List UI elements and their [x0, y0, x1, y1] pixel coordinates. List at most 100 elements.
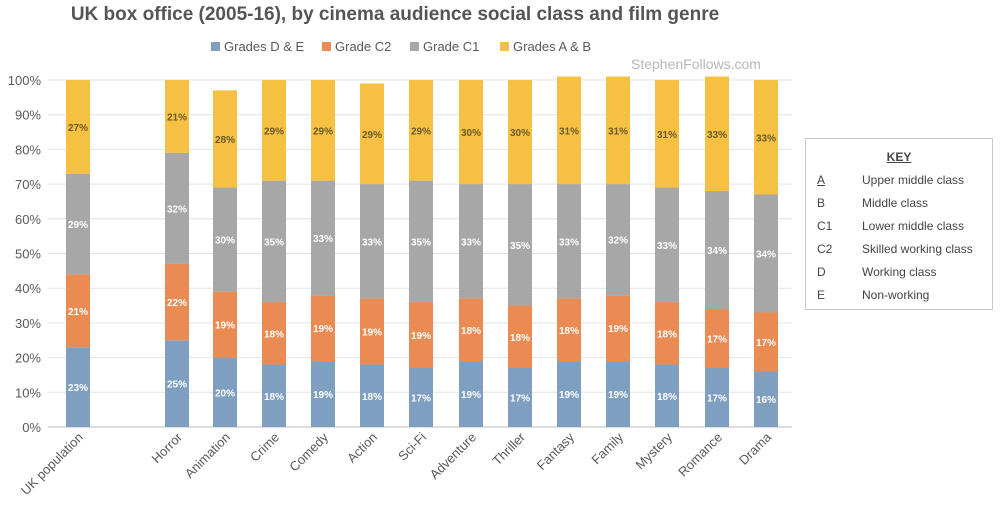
bar-segment [606, 76, 630, 185]
bar-segment [754, 80, 778, 195]
data-label: 35% [510, 241, 530, 252]
x-tick-label: Family [588, 429, 626, 467]
bar-segment [557, 361, 581, 427]
bar-segment [66, 80, 90, 174]
data-label: 35% [411, 237, 431, 248]
data-label: 19% [215, 321, 235, 332]
bar-segment [557, 76, 581, 185]
bar-segment [754, 194, 778, 313]
data-label: 32% [167, 204, 187, 215]
data-label: 17% [707, 335, 727, 346]
x-tick-label: Fantasy [534, 429, 578, 473]
bar-segment [459, 80, 483, 185]
data-label: 33% [313, 234, 333, 245]
x-tick-label: Crime [247, 430, 282, 465]
key-description: Lower middle class [862, 219, 965, 233]
bar-segment [705, 368, 729, 427]
bar-segment [66, 274, 90, 348]
data-label: 23% [68, 383, 88, 394]
data-label: 17% [756, 338, 776, 349]
bar-segment [508, 184, 532, 306]
y-tick-label: 60% [15, 212, 41, 227]
data-label: 29% [68, 220, 88, 231]
data-label: 19% [411, 331, 431, 342]
bar-segment [655, 302, 679, 365]
key-code: E [817, 288, 826, 302]
bar-segment [262, 80, 286, 181]
bar-segment [311, 180, 335, 296]
x-tick-label: Thriller [489, 429, 528, 468]
bar-segment [165, 80, 189, 153]
bar-segment [459, 298, 483, 362]
data-label: 31% [559, 126, 579, 137]
key-row: C1 Lower middle class [806, 219, 992, 235]
bar-segment [459, 184, 483, 299]
bar-segment [557, 184, 581, 299]
bar-segment [360, 364, 384, 427]
data-label: 18% [362, 392, 382, 403]
x-tick-label: Drama [736, 429, 775, 468]
key-code: D [817, 265, 826, 279]
bar-segment [311, 295, 335, 362]
key-code: B [817, 196, 826, 210]
legend-label: Grade C1 [423, 39, 479, 54]
x-tick-label: Action [344, 430, 380, 466]
y-tick-label: 20% [15, 351, 41, 366]
bar-segment [262, 180, 286, 303]
y-tick-label: 50% [15, 247, 41, 262]
y-tick-label: 80% [15, 142, 41, 157]
data-label: 16% [756, 395, 776, 406]
key-row: C2 Skilled working class [806, 242, 992, 258]
data-label: 25% [167, 380, 187, 391]
data-label: 17% [707, 394, 727, 405]
key-row: D Working class [806, 265, 992, 281]
bar-segment [360, 83, 384, 185]
bar-segment [606, 361, 630, 427]
bar-segment [213, 291, 237, 358]
data-label: 28% [215, 135, 235, 146]
data-label: 18% [657, 329, 677, 340]
data-label: 33% [657, 241, 677, 252]
data-label: 18% [510, 333, 530, 344]
data-label: 18% [559, 326, 579, 337]
data-label: 19% [362, 328, 382, 339]
data-label: 19% [461, 390, 481, 401]
legend-swatch [410, 42, 419, 51]
watermark: StephenFollows.com [631, 56, 761, 72]
bar-segment [360, 298, 384, 365]
data-label: 31% [608, 126, 628, 137]
bar-segment [66, 347, 90, 427]
y-tick-label: 90% [15, 108, 41, 123]
x-tick-label: Comedy [286, 429, 331, 474]
key-description: Non-working [862, 288, 930, 302]
data-label: 18% [657, 392, 677, 403]
bar-segment [213, 90, 237, 188]
data-label: 18% [264, 329, 284, 340]
key-description: Upper middle class [862, 173, 965, 187]
data-label: 17% [510, 394, 530, 405]
data-label: 30% [461, 128, 481, 139]
data-label: 29% [313, 126, 333, 137]
legend-swatch [211, 42, 220, 51]
y-tick-label: 10% [15, 385, 41, 400]
data-label: 33% [756, 133, 776, 144]
key-description: Working class [862, 265, 937, 279]
data-label: 33% [559, 237, 579, 248]
key-row: A Upper middle class [806, 173, 992, 189]
bar-segment [409, 302, 433, 369]
bar-segment [655, 80, 679, 188]
data-label: 18% [461, 326, 481, 337]
bar-segment [754, 312, 778, 372]
legend-label: Grades D & E [224, 39, 305, 54]
bar-segment [409, 180, 433, 303]
key-box: KEY A Upper middle class B Middle class … [805, 138, 993, 310]
data-label: 30% [510, 128, 530, 139]
data-label: 21% [68, 307, 88, 318]
x-tick-label: UK population [18, 430, 86, 498]
y-tick-label: 40% [15, 281, 41, 296]
stacked-bar-chart: 0% 10% 20% 30% 40% 50% 60% 70% 80% 90% 100% 23% 21% 2… [8, 39, 792, 498]
data-label: 32% [608, 236, 628, 247]
bar-segment [705, 191, 729, 310]
data-label: 29% [264, 126, 284, 137]
bar-segment [213, 187, 237, 292]
